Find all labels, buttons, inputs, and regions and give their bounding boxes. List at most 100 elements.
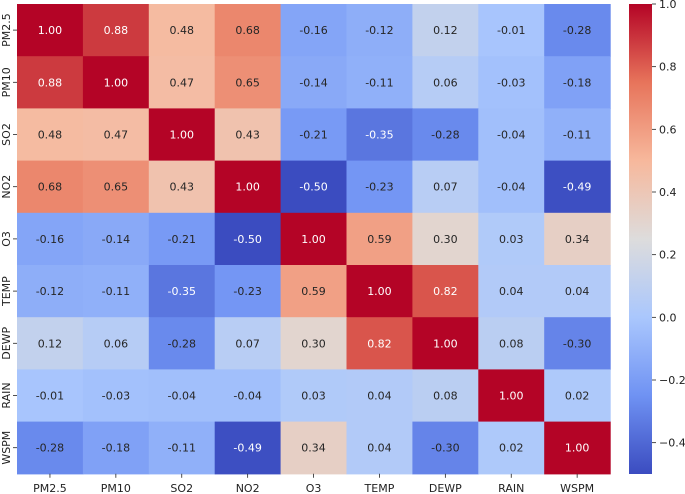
cell-value-label: -0.30 xyxy=(563,337,591,350)
cell-value-label: 0.47 xyxy=(104,129,129,142)
cell-value-label: -0.30 xyxy=(431,442,459,455)
cell-value-label: 0.02 xyxy=(499,442,524,455)
heatmap-cell xyxy=(478,421,545,475)
colorbar-gradient xyxy=(629,4,652,474)
cell-value-label: 0.88 xyxy=(104,24,129,37)
heatmap-cell xyxy=(148,421,216,475)
heatmap-cell xyxy=(346,108,413,162)
heatmap-cell xyxy=(17,56,84,109)
heatmap-cell xyxy=(17,4,84,57)
heatmap-cell xyxy=(17,265,84,318)
heatmap-cell xyxy=(214,421,282,475)
heatmap-cell xyxy=(478,160,545,214)
colorbar-tick-label: −0.4 xyxy=(659,437,685,450)
colorbar-tick-label: 1.0 xyxy=(659,0,677,11)
heatmap-cell xyxy=(544,4,611,57)
colorbar-tick-label: 0.2 xyxy=(659,249,677,262)
cell-value-label: 0.06 xyxy=(104,337,129,350)
heatmap-cell xyxy=(280,108,348,162)
cell-value-label: 1.00 xyxy=(38,24,63,37)
heatmap-cell xyxy=(82,212,150,266)
heatmap-cell xyxy=(544,212,611,266)
x-axis-ticks: PM2.5 PM10 SO2 NO2 O3 TEMP DEWP RAIN WSPM xyxy=(33,473,594,494)
cell-value-label: 0.02 xyxy=(565,390,590,403)
y-tick-label: NO2 xyxy=(0,175,13,199)
colorbar-tick-label: 0.8 xyxy=(659,61,677,74)
heatmap-cell xyxy=(346,369,413,423)
cell-value-label: 0.59 xyxy=(301,285,326,298)
cell-value-label: -0.23 xyxy=(365,181,393,194)
heatmap-cell xyxy=(82,369,150,423)
cell-value-label: 0.04 xyxy=(367,442,392,455)
cell-value-label: -0.12 xyxy=(36,285,64,298)
heatmap-cell xyxy=(280,56,348,109)
cell-value-label: -0.04 xyxy=(497,129,525,142)
heatmap-cell xyxy=(478,369,545,423)
cell-value-label: -0.11 xyxy=(365,76,393,89)
cell-value-label: 0.07 xyxy=(433,181,458,194)
heatmap-cell xyxy=(82,4,150,57)
cell-value-label: 0.65 xyxy=(104,181,129,194)
cell-value-label: 0.03 xyxy=(499,233,524,246)
heatmap-cell xyxy=(82,56,150,109)
heatmap-cell xyxy=(280,317,348,370)
heatmap-cell xyxy=(214,108,282,162)
y-tick-label: O3 xyxy=(0,231,13,247)
heatmap-cell xyxy=(544,265,611,318)
cell-value-label: -0.35 xyxy=(365,129,393,142)
heatmap-cells xyxy=(17,4,611,475)
cell-value-label: 0.04 xyxy=(499,285,524,298)
cell-value-label: 1.00 xyxy=(104,76,129,89)
cell-value-label: -0.18 xyxy=(102,442,130,455)
heatmap-cell xyxy=(412,317,479,370)
colorbar-tick-label: 0.4 xyxy=(659,186,677,199)
heatmap-cell xyxy=(17,108,84,162)
heatmap-cell xyxy=(346,160,413,214)
heatmap-cell xyxy=(148,56,216,109)
heatmap-cell xyxy=(148,4,216,57)
cell-value-label: 0.47 xyxy=(170,76,195,89)
x-tick-label: O3 xyxy=(306,482,322,494)
cell-value-label: 0.34 xyxy=(301,442,326,455)
x-tick-label: TEMP xyxy=(364,482,395,494)
cell-value-label: -0.21 xyxy=(168,233,196,246)
x-tick-label: NO2 xyxy=(236,482,260,494)
heatmap-cell xyxy=(280,160,348,214)
heatmap-cell xyxy=(17,317,84,370)
cell-value-label: 0.04 xyxy=(565,285,590,298)
cell-value-label: 0.30 xyxy=(433,233,458,246)
cell-value-label: -0.49 xyxy=(563,181,591,194)
heatmap-cell xyxy=(148,265,216,318)
colorbar-tick-label: −0.2 xyxy=(659,374,685,387)
cell-value-label: 0.12 xyxy=(38,337,63,350)
cell-value-label: 1.00 xyxy=(499,390,524,403)
heatmap-cell xyxy=(17,421,84,475)
cell-value-label: 1.00 xyxy=(433,337,458,350)
cell-value-label: -0.14 xyxy=(102,233,130,246)
heatmap-cell xyxy=(346,421,413,475)
heatmap-cell xyxy=(346,265,413,318)
heatmap-cell xyxy=(214,317,282,370)
cell-value-label: -0.03 xyxy=(497,76,525,89)
y-axis-ticks: PM2.5 PM10 SO2 NO2 O3 TEMP DEWP RAIN WSPM xyxy=(0,13,17,465)
colorbar-tick-label: 0.0 xyxy=(659,311,677,324)
x-tick-label: PM10 xyxy=(101,482,131,494)
heatmap-cell xyxy=(478,4,545,57)
cell-value-label: 0.04 xyxy=(367,390,392,403)
heatmap-cell xyxy=(214,265,282,318)
cell-value-label: -0.16 xyxy=(299,24,327,37)
cell-value-label: -0.12 xyxy=(365,24,393,37)
cell-value-label: 0.48 xyxy=(170,24,195,37)
cell-value-label: -0.11 xyxy=(563,129,591,142)
heatmap-cell xyxy=(214,4,282,57)
cell-value-label: -0.14 xyxy=(299,76,327,89)
cell-value-label: 1.00 xyxy=(235,181,260,194)
x-tick-label: DEWP xyxy=(429,482,462,494)
cell-value-label: -0.28 xyxy=(563,24,591,37)
cell-value-label: 0.68 xyxy=(38,181,63,194)
heatmap-cell xyxy=(412,4,479,57)
heatmap-cell xyxy=(412,56,479,109)
heatmap-cell xyxy=(17,212,84,266)
cell-value-label: -0.11 xyxy=(102,285,130,298)
